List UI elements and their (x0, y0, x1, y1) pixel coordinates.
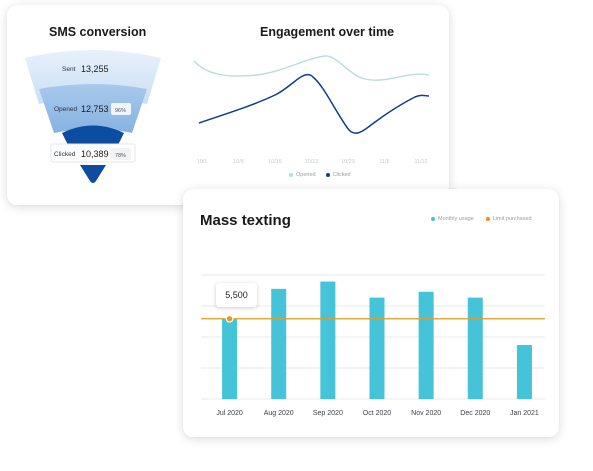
funnel-label-opened: Opened (54, 106, 78, 113)
engagement-legend: Opened Clicked (289, 172, 361, 178)
x-tick-label: Oct 2020 (363, 410, 392, 417)
tooltip-value: 5,500 (225, 290, 248, 300)
x-tick-label: Dec 2020 (460, 410, 490, 417)
mass-texting-legend: Monthly usage Limit purchased (431, 216, 544, 222)
x-tick-label: Nov 2020 (411, 410, 441, 417)
mass-texting-title: Mass texting (200, 212, 291, 229)
engagement-title: Engagement over time (260, 25, 395, 39)
chart-x-axis: Jul 2020 Aug 2020 Sep 2020 Oct 2020 Nov 2020… (216, 410, 539, 417)
engagement-x-label: 10/29 (341, 159, 355, 165)
mass-texting-chart: Jul 2020 Aug 2020 Sep 2020 Oct 2020 Nov 2020… (201, 274, 545, 417)
x-tick-label: Aug 2020 (264, 410, 294, 417)
funnel-pct-box-opened (111, 103, 131, 115)
bar-monthly-usage[interactable] (222, 318, 238, 399)
funnel-label-clicked: Clicked (54, 151, 76, 158)
legend-item-opened: Opened (289, 172, 316, 178)
funnel-value-sent: 13,255 (81, 64, 109, 74)
x-tick-label: Jan 2021 (510, 410, 539, 417)
bar-monthly-usage[interactable] (418, 291, 434, 399)
x-tick-label: Jul 2020 (216, 410, 243, 417)
engagement-x-label: 10/1 (197, 159, 208, 165)
legend-label-limit-purchased: Limit purchased (492, 216, 532, 222)
funnel-layer-opened (39, 84, 147, 133)
x-tick-label: Sep 2020 (313, 410, 343, 417)
mass-texting-card: Mass texting Monthly usage Limit purchas… (183, 189, 559, 437)
top-card: Sent 13,255 Opened 12,753 96% Clicked 10… (7, 5, 449, 205)
legend-dot-opened (289, 173, 293, 177)
funnel-value-opened: 12,753 (81, 104, 109, 114)
funnel-tip (80, 165, 106, 183)
engagement-line-opened (193, 55, 430, 81)
bar-monthly-usage[interactable] (271, 288, 287, 399)
legend-item-monthly-usage: Monthly usage (431, 216, 474, 222)
legend-dot-clicked (325, 173, 330, 177)
legend-label-opened: Opened (296, 172, 316, 178)
funnel-label-sent: Sent (62, 66, 76, 73)
funnel-pct-opened: 96% (115, 108, 126, 114)
bar-monthly-usage[interactable] (369, 297, 385, 399)
sms-conversion-title: SMS conversion (49, 25, 147, 39)
engagement-x-label: 11/5 (379, 159, 389, 165)
legend-dot-limit-purchased (485, 217, 490, 221)
legend-item-clicked: Clicked (325, 172, 351, 178)
chart-tooltip: 5,500 (216, 283, 257, 307)
limit-line-group (201, 314, 545, 323)
legend-label-clicked: Clicked (332, 172, 351, 178)
legend-label-monthly-usage: Monthly usage (438, 216, 474, 222)
engagement-x-label: 11/12 (414, 159, 427, 165)
engagement-x-label: 10/15 (268, 159, 282, 165)
engagement-chart: 10/1 10/8 10/15 10/22 10/29 11/5 11/12 (193, 55, 430, 165)
legend-item-limit-purchased: Limit purchased (485, 216, 532, 222)
engagement-x-label: 10/22 (305, 159, 319, 165)
funnel-pct-box-clicked (111, 148, 131, 160)
funnel-value-clicked: 10,389 (81, 149, 109, 159)
engagement-x-axis: 10/1 10/8 10/15 10/22 10/29 11/5 11/12 (197, 159, 428, 165)
bar-monthly-usage[interactable] (516, 345, 532, 399)
funnel-pct-clicked: 78% (115, 153, 126, 159)
limit-marker[interactable] (225, 314, 234, 323)
sms-funnel: Sent 13,255 Opened 12,753 96% Clicked 10… (25, 50, 161, 183)
engagement-x-label: 10/8 (233, 159, 244, 165)
bar-monthly-usage[interactable] (467, 297, 483, 399)
bar-monthly-usage[interactable] (320, 281, 336, 399)
engagement-line-clicked (198, 74, 430, 134)
legend-dot-monthly-usage (431, 217, 435, 221)
chart-bars (222, 281, 532, 399)
